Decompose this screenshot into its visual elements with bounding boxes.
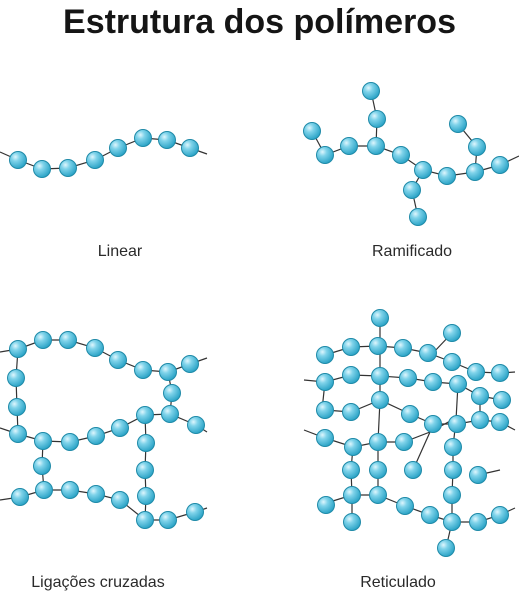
branched-polymer xyxy=(303,82,519,226)
network-polymer xyxy=(303,309,516,557)
crosslinked-polymer xyxy=(0,331,208,529)
label-reticulado: Reticulado xyxy=(360,574,436,591)
linear-polymer xyxy=(0,129,208,178)
label-ligacoes-cruzadas: Ligações cruzadas xyxy=(31,574,165,591)
label-ramificado: Ramificado xyxy=(371,243,453,260)
label-linear: Linear xyxy=(97,243,143,260)
page-title: Estrutura dos polímeros xyxy=(63,3,456,41)
